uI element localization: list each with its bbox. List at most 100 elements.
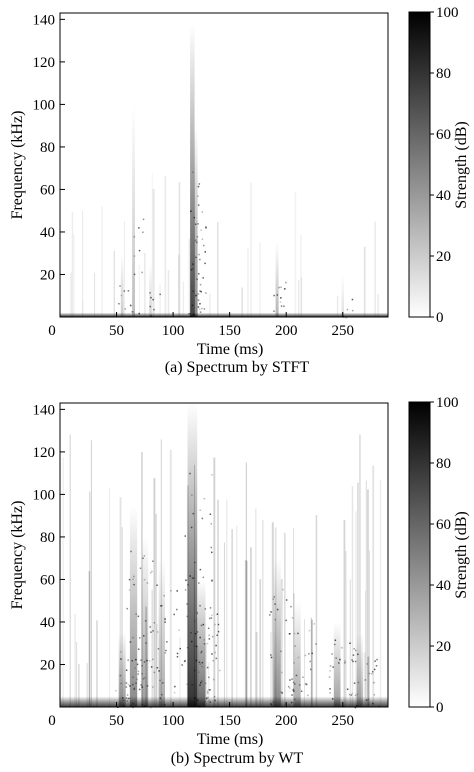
spectrum-speckle	[120, 658, 122, 660]
y-tick-label: 60	[40, 572, 55, 588]
spectrum-speckle	[135, 613, 137, 615]
spectrum-speckle	[176, 656, 179, 658]
colorbar-tick-label: 100	[436, 5, 459, 21]
spectrum-speckle	[315, 643, 317, 645]
y-tick-label: 140	[33, 12, 56, 28]
spectrum-speckle	[118, 303, 120, 305]
spectrum-speckle	[207, 692, 209, 694]
spectrum-speckle	[212, 678, 215, 681]
spectrum-speckle	[292, 688, 295, 691]
spectrum-speckle	[204, 682, 207, 685]
spectrum-speckle	[137, 648, 140, 650]
spectrum-speckle	[198, 308, 201, 311]
spectrum-streak	[88, 571, 91, 707]
spectrum-feature	[141, 536, 149, 707]
y-tick-label: 60	[40, 182, 55, 198]
spectrum-speckle	[350, 694, 353, 696]
spectrum-speckle	[206, 666, 209, 669]
x-tick-label: 50	[109, 713, 124, 729]
spectrum-speckle	[151, 570, 153, 573]
spectrum-speckle	[142, 678, 145, 680]
colorbar-label-b: Strength (dB)	[453, 511, 470, 599]
spectrum-speckle	[206, 690, 209, 693]
spectrum-feature	[294, 600, 301, 707]
spectrum-speckle	[287, 685, 290, 688]
spectrum-streak	[226, 499, 228, 707]
spectrum-speckle	[216, 634, 218, 636]
x-tick-label: 100	[162, 713, 185, 729]
spectrum-speckle	[289, 679, 291, 681]
spectrum-speckle	[215, 657, 218, 660]
spectrum-speckle	[132, 578, 134, 580]
spectrum-speckle	[133, 273, 136, 276]
spectrum-streak	[213, 457, 216, 707]
y-tick-label: 20	[40, 657, 55, 673]
spectrum-streak	[259, 242, 261, 317]
spectrum-streak	[377, 294, 379, 317]
spectrum-speckle	[192, 512, 194, 515]
spectrum-streak	[351, 486, 354, 707]
spectrum-speckle	[211, 635, 214, 638]
y-ticks-b: 20 40 60 80 100 120 140	[33, 402, 65, 673]
spectrum-speckle	[338, 662, 340, 664]
spectrum-speckle	[199, 290, 201, 292]
spectrum-speckle	[279, 301, 282, 303]
spectrum-speckle	[125, 682, 128, 685]
spectrum-speckle	[194, 633, 197, 635]
spectrum-speckle	[173, 691, 176, 694]
spectrum-streak	[250, 182, 252, 317]
spectrum-streak	[255, 632, 258, 707]
spectrum-streak	[101, 206, 103, 317]
spectrum-streak	[71, 211, 74, 317]
y-ticks-a: 20 40 60 80 100 120 140	[33, 12, 65, 283]
spectrum-speckle	[181, 664, 183, 666]
spectrum-speckle	[160, 605, 162, 607]
spectrum-speckle	[137, 673, 139, 675]
spectrum-streak	[271, 522, 274, 707]
spectrum-speckle	[195, 239, 197, 241]
spectrum-speckle	[372, 671, 374, 673]
spectrum-speckle	[280, 305, 283, 307]
spectrum-streak	[336, 295, 339, 317]
spectrum-speckle	[137, 670, 140, 673]
spectrum-streak	[182, 281, 185, 317]
spectrum-feature	[129, 505, 138, 707]
spectrum-speckle	[273, 596, 275, 598]
spectrum-streak	[69, 434, 71, 707]
y-tick-label: 20	[40, 267, 55, 283]
spectrum-speckle	[132, 636, 134, 639]
spectrum-speckle	[329, 692, 331, 694]
spectrum-streak	[177, 254, 180, 317]
spectrum-streak	[374, 221, 376, 317]
colorbar-tick-label: 20	[436, 249, 451, 265]
x-tick-label: 0	[48, 713, 56, 729]
colorbar-tick-label: 0	[436, 700, 444, 716]
spectrum-feature	[187, 403, 198, 707]
spectrum-speckle	[193, 645, 196, 647]
spectrum-speckle	[141, 672, 143, 675]
spectrum-speckle	[184, 589, 187, 591]
spectrum-speckle	[276, 294, 279, 296]
spectrum-speckle	[156, 631, 159, 633]
spectrum-speckle	[280, 691, 283, 693]
spectrum-speckle	[273, 294, 275, 297]
spectrum-speckle	[293, 690, 295, 692]
spectrum-streak	[246, 560, 248, 707]
spectrum-speckle	[283, 305, 285, 307]
colorbar-tick-label: 40	[436, 578, 451, 594]
spectrum-speckle	[283, 288, 286, 290]
spectrum-speckle	[309, 660, 311, 663]
spectrum-speckle	[164, 617, 166, 620]
spectrum-streak	[367, 489, 369, 707]
spectrum-speckle	[295, 674, 298, 677]
spectrum-speckle	[150, 631, 152, 633]
spectrum-speckle	[201, 665, 203, 668]
spectrum-speckle	[293, 662, 295, 664]
plot-frame-b	[59, 402, 389, 708]
spectrum-speckle	[125, 686, 128, 688]
spectrum-speckle	[311, 652, 313, 655]
spectrum-speckle	[135, 658, 137, 661]
spectrum-speckle	[197, 293, 200, 295]
spectrum-speckle	[132, 676, 134, 678]
